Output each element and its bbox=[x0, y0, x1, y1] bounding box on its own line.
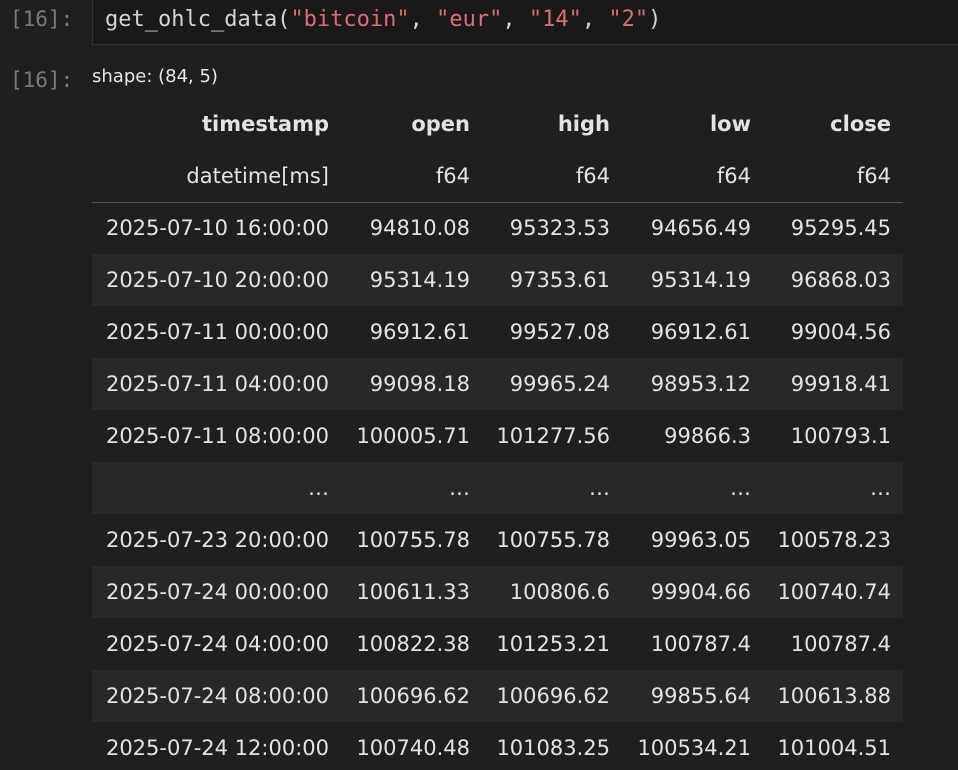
table-cell: 100740.74 bbox=[763, 566, 903, 618]
table-cell: 96912.61 bbox=[650, 320, 751, 344]
table-cell: … bbox=[622, 462, 763, 514]
column-dtype: f64 bbox=[482, 150, 622, 203]
table-row: …………… bbox=[92, 462, 903, 514]
output-prompt: [16]: bbox=[10, 68, 74, 92]
column-header: high bbox=[557, 112, 610, 136]
table-cell: 2025-07-11 08:00:00 bbox=[105, 424, 329, 448]
table-cell: 100534.21 bbox=[637, 736, 751, 760]
table-cell: 99527.08 bbox=[509, 320, 610, 344]
table-cell: 2025-07-24 12:00:00 bbox=[105, 736, 329, 760]
table-cell: 100755.78 bbox=[496, 528, 610, 552]
table-cell: 97353.61 bbox=[482, 254, 622, 306]
table-cell: 100613.88 bbox=[763, 670, 903, 722]
table-cell: … bbox=[763, 462, 903, 514]
table-row: 2025-07-23 20:00:00 100755.78 100755.78 999… bbox=[92, 514, 903, 566]
table-row: 2025-07-10 20:00:00 95314.19 97353.61 95314… bbox=[92, 254, 903, 306]
column-dtype: f64 bbox=[763, 150, 903, 203]
dtype-row: datetime[ms] f64 f64 f64 f64 bbox=[92, 150, 903, 203]
table-cell: … bbox=[341, 462, 482, 514]
shape-text: shape: (84, 5) bbox=[92, 66, 218, 87]
table-cell: … bbox=[482, 462, 622, 514]
table-cell: 2025-07-24 04:00:00 bbox=[105, 632, 329, 656]
code-cell[interactable]: get_ohlc_data("bitcoin", "eur", "14", "2… bbox=[92, 0, 958, 45]
table-cell: 95323.53 bbox=[509, 216, 610, 241]
table-cell: 99965.24 bbox=[482, 358, 622, 410]
table-cell: 99004.56 bbox=[790, 320, 891, 344]
header-row: timestamp open high low close bbox=[92, 98, 903, 150]
code-token: get_ohlc_data( bbox=[105, 7, 291, 32]
table-cell: 100005.71 bbox=[356, 424, 470, 448]
column-header: close bbox=[830, 112, 891, 136]
table-row: 2025-07-24 08:00:00 100696.62 100696.62 998… bbox=[92, 670, 903, 722]
table-row: 2025-07-24 12:00:00 100740.48 101083.25 100… bbox=[92, 722, 903, 770]
table-row: 2025-07-24 00:00:00 100611.33 100806.6 9990… bbox=[92, 566, 903, 618]
table-cell: 2025-07-23 20:00:00 bbox=[105, 528, 329, 552]
table-cell: … bbox=[92, 462, 341, 514]
code-token: "eur" bbox=[436, 7, 503, 32]
table-cell: 95314.19 bbox=[341, 254, 482, 306]
column-dtype: f64 bbox=[341, 150, 482, 203]
table-cell: 94810.08 bbox=[369, 216, 470, 241]
input-prompt: [16]: bbox=[10, 7, 74, 31]
table-cell: 96868.03 bbox=[763, 254, 903, 306]
table-cell: 99098.18 bbox=[341, 358, 482, 410]
table-cell: 2025-07-24 08:00:00 bbox=[92, 670, 341, 722]
table-row: 2025-07-24 04:00:00 100822.38 101253.21 100… bbox=[92, 618, 903, 670]
table-cell: 99904.66 bbox=[622, 566, 763, 618]
table-cell: 100740.48 bbox=[356, 736, 470, 760]
table-cell: 2025-07-11 00:00:00 bbox=[105, 320, 329, 344]
table-cell: 100822.38 bbox=[356, 632, 470, 656]
column-dtype: f64 bbox=[622, 150, 763, 203]
column-header: low bbox=[709, 112, 751, 136]
table-cell: 2025-07-11 04:00:00 bbox=[92, 358, 341, 410]
table-cell: 95314.19 bbox=[622, 254, 763, 306]
table-cell: 100793.1 bbox=[790, 424, 891, 448]
table-cell: 98953.12 bbox=[622, 358, 763, 410]
table-cell: 99855.64 bbox=[622, 670, 763, 722]
table-row: 2025-07-11 04:00:00 99098.18 99965.24 98953… bbox=[92, 358, 903, 410]
code-token: , bbox=[409, 7, 437, 32]
column-header: timestamp bbox=[202, 112, 329, 136]
table-row: 2025-07-11 08:00:00 100005.71 101277.56 998… bbox=[92, 410, 903, 462]
table-cell: 101277.56 bbox=[496, 424, 610, 448]
code-token: "2" bbox=[608, 7, 649, 32]
column-header: open bbox=[411, 112, 470, 136]
code-token: ) bbox=[648, 7, 662, 32]
table-cell: 101083.25 bbox=[496, 736, 610, 760]
table-cell: 101004.51 bbox=[777, 736, 891, 760]
dataframe: timestamp open high low close datetime[ms] f64… bbox=[92, 98, 903, 770]
table-cell: 100696.62 bbox=[482, 670, 622, 722]
code-token: "bitcoin" bbox=[290, 7, 410, 32]
table-cell: 2025-07-10 16:00:00 bbox=[105, 216, 329, 241]
table-row: 2025-07-11 00:00:00 96912.61 99527.08 96912… bbox=[92, 306, 903, 358]
table-cell: 100578.23 bbox=[777, 528, 891, 552]
table-cell: 99866.3 bbox=[664, 424, 751, 448]
table-cell: 95295.45 bbox=[790, 216, 891, 241]
table-cell: 100787.4 bbox=[650, 632, 751, 656]
table-row: 2025-07-10 16:00:00 94810.08 95323.53 94656… bbox=[92, 202, 903, 254]
table-cell: 96912.61 bbox=[369, 320, 470, 344]
table-cell: 94656.49 bbox=[650, 216, 751, 241]
code-token: , bbox=[581, 7, 609, 32]
code-token: "14" bbox=[528, 7, 582, 32]
table-cell: 99918.41 bbox=[763, 358, 903, 410]
code-token: , bbox=[502, 7, 529, 32]
table-cell: 100806.6 bbox=[482, 566, 622, 618]
table-cell: 100611.33 bbox=[341, 566, 482, 618]
table-cell: 2025-07-10 20:00:00 bbox=[92, 254, 341, 306]
table-cell: 99963.05 bbox=[650, 528, 751, 552]
table-cell: 100696.62 bbox=[341, 670, 482, 722]
table-cell: 101253.21 bbox=[496, 632, 610, 656]
table-cell: 100755.78 bbox=[356, 528, 470, 552]
table-cell: 100787.4 bbox=[790, 632, 891, 656]
table-cell: 2025-07-24 00:00:00 bbox=[92, 566, 341, 618]
column-dtype: datetime[ms] bbox=[92, 150, 341, 203]
